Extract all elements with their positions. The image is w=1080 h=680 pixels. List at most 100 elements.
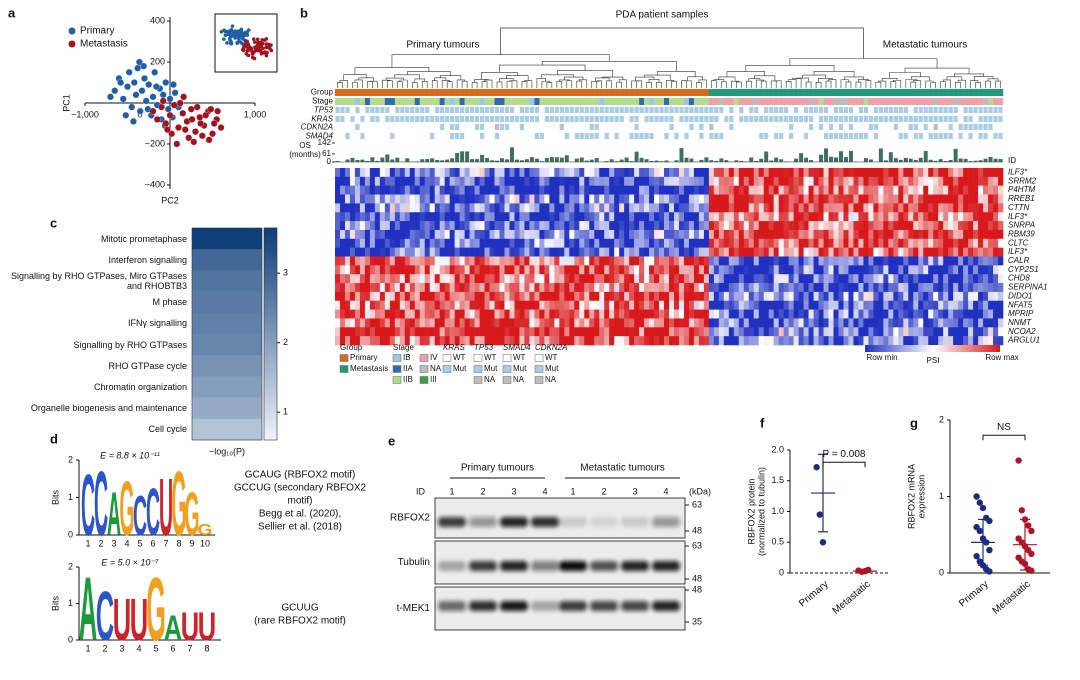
psi-cell	[868, 318, 874, 328]
psi-cell	[808, 203, 814, 213]
psi-cell	[619, 176, 625, 186]
group-cell	[454, 89, 460, 96]
psi-cell	[868, 283, 874, 293]
psi-cell	[354, 185, 361, 195]
psi-cell	[624, 185, 630, 195]
os-bar	[559, 157, 564, 162]
psi-cell	[354, 238, 361, 248]
psi-cell	[808, 283, 814, 293]
psi-cell	[659, 229, 665, 240]
y-tick-label: 0.5	[771, 537, 784, 547]
psi-cell	[564, 283, 570, 293]
mutation-cell	[774, 116, 779, 122]
mutation-cell	[918, 116, 923, 122]
stage-cell	[683, 98, 690, 105]
psi-cell	[509, 229, 515, 240]
inset-point	[225, 41, 229, 45]
psi-cell	[923, 291, 929, 302]
psi-cell	[419, 176, 426, 186]
psi-cell	[753, 336, 760, 346]
dendrogram-link	[813, 71, 855, 77]
stage-cell	[409, 98, 415, 105]
psi-cell	[943, 238, 949, 248]
psi-cell	[728, 327, 735, 337]
mutation-cell	[569, 116, 574, 122]
psi-cell	[584, 309, 590, 319]
dendrogram-link	[930, 82, 937, 88]
psi-cell	[524, 336, 530, 346]
psi-cell	[469, 176, 475, 186]
psi-cell	[828, 203, 834, 213]
psi-cell	[399, 336, 406, 346]
psi-cell	[584, 300, 590, 310]
psi-cell	[683, 309, 690, 319]
group-cell	[474, 89, 480, 96]
mutation-cell	[774, 107, 779, 113]
colorbar-step	[264, 263, 277, 268]
mutation-cell	[654, 116, 659, 122]
psi-cell	[574, 283, 580, 293]
mutation-cell	[848, 116, 854, 122]
stage-cell	[434, 98, 440, 105]
logo-letter: U	[130, 585, 148, 653]
psi-cell	[973, 194, 979, 204]
colorbar-step	[264, 411, 277, 416]
psi-cell	[858, 336, 864, 346]
mutation-cell	[694, 116, 699, 122]
psi-cell	[364, 256, 371, 266]
psi-cell	[723, 256, 730, 266]
psi-cell	[629, 327, 635, 337]
psi-cell	[574, 327, 580, 337]
psi-cell	[913, 203, 919, 213]
psi-cell	[494, 309, 500, 319]
psi-cell	[364, 212, 371, 222]
group-cell	[883, 89, 889, 96]
psi-cell	[379, 309, 386, 319]
psi-cell	[579, 318, 585, 328]
psi-cell	[838, 274, 844, 284]
psi-cell	[783, 168, 789, 178]
psi-cell	[708, 176, 715, 186]
psi-cell	[414, 247, 421, 257]
psi-cell	[913, 194, 919, 204]
psi-cell	[943, 283, 949, 293]
psi-cell	[569, 212, 575, 222]
stage-cell	[953, 98, 959, 105]
psi-cell	[868, 185, 874, 195]
y-tick-label: 1	[68, 598, 73, 608]
psi-cell	[629, 283, 635, 293]
psi-cell	[773, 212, 779, 222]
dendrogram-link	[657, 71, 696, 77]
colorbar-step	[264, 425, 277, 430]
psi-cell	[449, 185, 455, 195]
dendrogram-link	[387, 80, 393, 88]
os-bar	[634, 151, 639, 162]
colorbar-step	[264, 255, 277, 261]
psi-cell	[773, 238, 779, 248]
psi-cell	[664, 318, 670, 328]
psi-cell	[878, 238, 884, 248]
group-cell	[938, 89, 944, 96]
mutation-cell	[769, 107, 774, 113]
legend-label: WT	[513, 353, 526, 362]
psi-cell	[574, 212, 580, 222]
psi-cell	[649, 212, 655, 222]
mutation-cell	[345, 107, 350, 113]
psi-cell	[798, 168, 804, 178]
psi-cell	[953, 229, 959, 240]
heat-cell	[192, 228, 262, 250]
stage-cell	[848, 98, 854, 105]
psi-cell	[669, 318, 675, 328]
inset-point	[264, 53, 269, 58]
psi-cell	[923, 274, 929, 284]
psi-cell	[519, 318, 525, 328]
psi-cell	[529, 229, 535, 240]
psi-cell	[664, 176, 670, 186]
psi-cell	[429, 265, 436, 275]
psi-cell	[504, 274, 510, 284]
psi-cell	[424, 194, 431, 204]
psi-cell	[858, 265, 864, 275]
mutation-cell	[848, 124, 854, 130]
psi-cell	[893, 300, 899, 310]
psi-cell	[369, 309, 376, 319]
